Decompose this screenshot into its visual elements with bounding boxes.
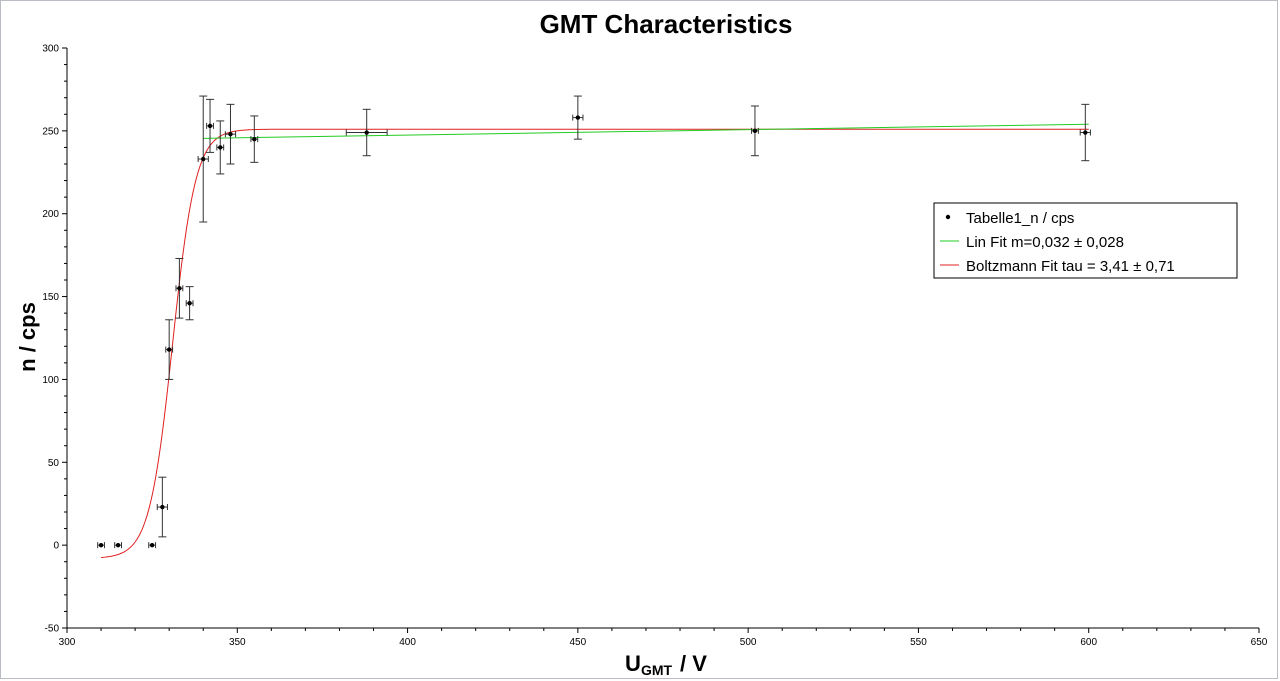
data-point <box>218 145 223 150</box>
y-tick-label: 50 <box>48 458 60 469</box>
x-axis-label: UGMT / V <box>625 651 707 678</box>
axes: 300 350 400 450 500 550 600 650 -50 0 50 100 150 200 2… <box>42 44 1267 649</box>
x-tick-label: 650 <box>1251 637 1268 648</box>
data-point-group <box>345 108 388 157</box>
data-point <box>98 542 104 548</box>
data-point-group <box>148 542 157 549</box>
x-tick-label: 600 <box>1080 637 1097 648</box>
data-point-group <box>216 120 225 175</box>
data-point-group <box>197 95 209 223</box>
y-tick-label: 0 <box>53 541 59 552</box>
x-axis-label-unit: / V <box>680 651 707 676</box>
data-point <box>187 301 192 306</box>
data-point-group <box>185 286 194 321</box>
data-point <box>575 115 581 120</box>
data-point <box>160 504 165 510</box>
data-point <box>207 123 213 129</box>
data-point <box>364 130 369 135</box>
y-tick-label: 100 <box>42 375 59 386</box>
data-point <box>166 347 172 352</box>
data-point-group <box>224 103 237 165</box>
data-point <box>149 542 155 548</box>
x-tick-label: 550 <box>910 637 927 648</box>
data-point <box>201 156 206 162</box>
data-point <box>115 542 121 548</box>
data-point <box>752 128 758 134</box>
series-layer <box>97 95 1091 558</box>
legend-label-points: Tabelle1_n / cps <box>966 210 1074 227</box>
data-point-group <box>165 319 174 380</box>
y-tick-label: -50 <box>45 624 60 635</box>
data-point <box>177 286 182 291</box>
data-point-group <box>97 542 105 549</box>
data-point-group <box>1079 103 1091 162</box>
lin-fit-line <box>203 123 1089 139</box>
legend: Tabelle1_n / cps Lin Fit m=0,032 ± 0,028… <box>933 202 1238 279</box>
chart-title: GMT Characteristics <box>540 9 793 39</box>
boltzmann-fit-line <box>101 128 1089 558</box>
data-point-group <box>206 98 215 153</box>
y-tick-label: 250 <box>42 126 59 137</box>
x-tick-label: 350 <box>229 637 246 648</box>
y-tick-label: 200 <box>42 209 59 220</box>
data-point <box>252 136 257 142</box>
data-point-group <box>750 105 759 157</box>
x-tick-label: 500 <box>740 637 757 648</box>
x-tick-label: 450 <box>570 637 587 648</box>
data-point-group <box>114 542 122 549</box>
y-axis-label: n / cps <box>15 302 40 372</box>
legend-box <box>933 202 1238 279</box>
data-point-group <box>572 95 584 140</box>
data-point-group <box>156 476 168 538</box>
x-tick-label: 400 <box>399 637 416 648</box>
y-tick-label: 150 <box>42 292 59 303</box>
y-tick-label: 300 <box>42 44 59 55</box>
legend-marker-points <box>945 214 951 220</box>
data-point-group <box>175 257 184 319</box>
data-point-group <box>250 115 259 163</box>
data-point <box>228 131 233 137</box>
legend-label-lin-fit: Lin Fit m=0,032 ± 0,028 <box>966 234 1124 251</box>
data-point <box>1083 130 1088 135</box>
x-tick-label: 300 <box>59 637 76 648</box>
legend-label-boltzmann-fit: Boltzmann Fit tau = 3,41 ± 0,71 <box>966 258 1175 275</box>
x-axis-label-main: U <box>625 651 641 676</box>
x-axis-label-sub: GMT <box>641 662 673 678</box>
